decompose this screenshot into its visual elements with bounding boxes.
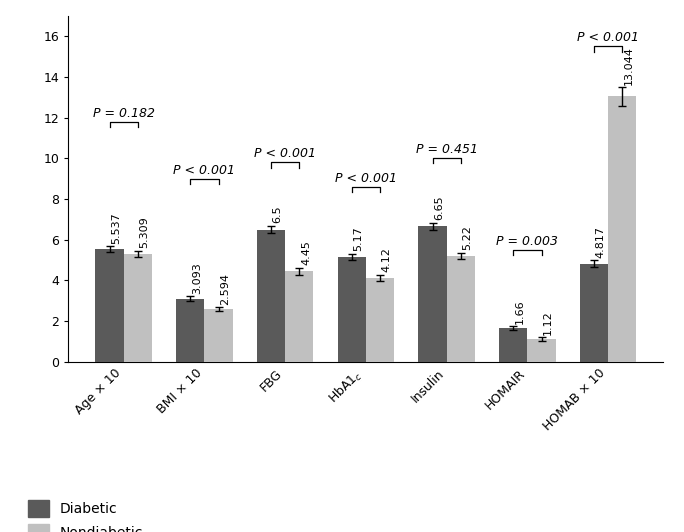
Legend: Diabetic, Nondiabetic: Diabetic, Nondiabetic xyxy=(28,500,143,532)
Text: 4.12: 4.12 xyxy=(382,247,392,272)
Text: 2.594: 2.594 xyxy=(220,272,231,304)
Text: 4.45: 4.45 xyxy=(301,240,311,265)
Bar xyxy=(580,264,608,362)
Text: P = 0.003: P = 0.003 xyxy=(497,235,558,248)
Text: 13.044: 13.044 xyxy=(624,46,634,85)
Text: 4.817: 4.817 xyxy=(596,226,605,257)
Bar xyxy=(419,227,447,362)
Bar xyxy=(527,339,555,362)
Bar xyxy=(96,249,124,362)
Text: P < 0.001: P < 0.001 xyxy=(174,164,235,177)
Text: P < 0.001: P < 0.001 xyxy=(577,31,639,45)
Bar xyxy=(176,299,205,362)
Text: P = 0.182: P = 0.182 xyxy=(93,107,155,120)
Text: 5.17: 5.17 xyxy=(354,226,363,251)
Text: 6.5: 6.5 xyxy=(273,206,282,223)
Bar xyxy=(608,96,636,362)
Bar xyxy=(285,271,313,362)
Bar xyxy=(205,309,233,362)
Text: 1.66: 1.66 xyxy=(515,299,525,323)
Bar xyxy=(124,254,152,362)
Text: 1.12: 1.12 xyxy=(543,310,553,335)
Text: 5.309: 5.309 xyxy=(140,217,150,248)
Bar xyxy=(338,256,366,362)
Bar xyxy=(447,255,475,362)
Text: 3.093: 3.093 xyxy=(192,262,202,294)
Text: 5.537: 5.537 xyxy=(111,212,121,244)
Bar xyxy=(499,328,527,362)
Text: P < 0.001: P < 0.001 xyxy=(254,147,316,160)
Bar xyxy=(257,229,285,362)
Text: P = 0.451: P = 0.451 xyxy=(416,143,477,156)
Text: 6.65: 6.65 xyxy=(434,196,444,220)
Bar xyxy=(366,278,394,362)
Text: P < 0.001: P < 0.001 xyxy=(335,172,397,185)
Text: 5.22: 5.22 xyxy=(462,225,473,250)
